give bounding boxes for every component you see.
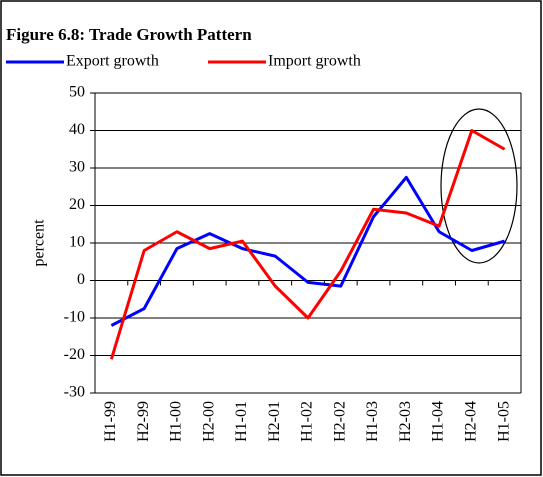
series-line (110, 175, 506, 327)
y-tick-label: 20 (69, 196, 85, 213)
y-tick-label: 0 (77, 271, 85, 288)
x-tick-label: H1-02 (299, 401, 316, 442)
x-tick-label: H2-99 (135, 401, 152, 442)
y-tick-label: 30 (69, 159, 85, 176)
series-line (109, 129, 506, 360)
x-tick-label: H1-01 (233, 401, 250, 442)
y-axis-label: percent (31, 219, 48, 267)
x-tick-label: H2-04 (463, 401, 480, 442)
x-tick-label: H1-05 (495, 401, 512, 442)
chart-title: Figure 6.8: Trade Growth Pattern (6, 25, 252, 44)
y-tick-label: -30 (64, 384, 85, 401)
x-tick-label: H1-04 (430, 401, 447, 442)
x-tick-label: H2-02 (331, 401, 348, 442)
x-tick-label: H1-03 (364, 401, 381, 442)
x-tick-label: H2-00 (200, 401, 217, 442)
y-tick-label: 40 (69, 121, 85, 138)
y-tick-label: -10 (64, 309, 85, 326)
legend-label: Export growth (66, 53, 159, 70)
x-tick-label: H2-01 (266, 401, 283, 442)
legend-label: Import growth (268, 53, 361, 70)
x-tick-label: H2-03 (397, 401, 414, 442)
x-tick-label: H1-00 (168, 401, 185, 442)
y-tick-label: 10 (69, 234, 85, 251)
highlight-ellipse (440, 108, 518, 264)
y-tick-label: -20 (64, 346, 85, 363)
y-tick-label: 50 (69, 84, 85, 101)
x-tick-label: H1-99 (102, 401, 119, 442)
